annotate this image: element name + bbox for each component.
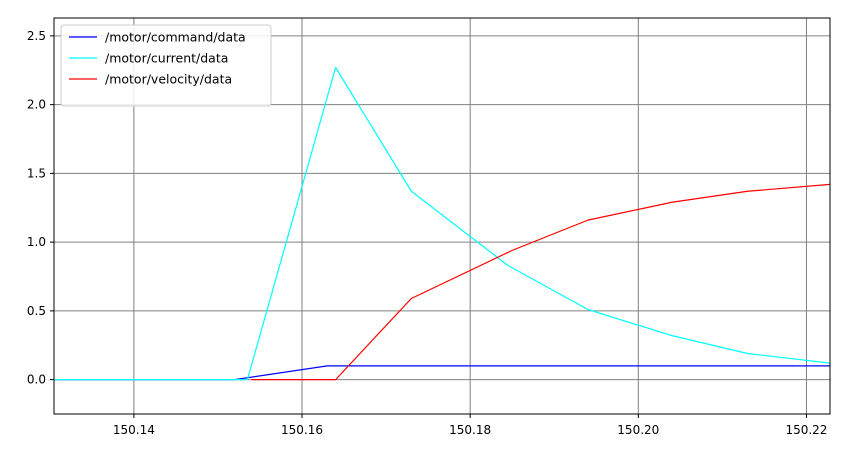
y-tick-label: 1.5 [27, 166, 46, 180]
legend-label: /motor/velocity/data [105, 72, 232, 87]
legend-box [60, 24, 272, 107]
legend-label: /motor/current/data [105, 51, 228, 66]
x-tick-label: 150.16 [281, 423, 323, 437]
x-tick-label: 150.14 [113, 423, 155, 437]
y-tick-label: 2.0 [27, 98, 46, 112]
y-tick-label: 2.5 [27, 29, 46, 43]
series-line-1 [54, 66, 830, 381]
y-tick-label: 0.0 [27, 373, 46, 387]
x-axis: 150.14 150.16 150.18 150.20 150.22 [113, 414, 827, 437]
series-line-2 [251, 183, 830, 381]
x-tick-label: 150.22 [785, 423, 827, 437]
legend-label: /motor/command/data [105, 30, 246, 45]
y-axis: 0.0 0.5 1.0 1.5 2.0 2.5 [27, 29, 54, 387]
x-tick-label: 150.20 [617, 423, 659, 437]
legend: /motor/command/data/motor/current/data/m… [60, 24, 272, 107]
plot-area [54, 66, 830, 381]
grid [54, 18, 830, 414]
axes-frame [53, 17, 831, 415]
y-tick-label: 1.0 [27, 235, 46, 249]
x-tick-label: 150.18 [449, 423, 491, 437]
y-tick-label: 0.5 [27, 304, 46, 318]
